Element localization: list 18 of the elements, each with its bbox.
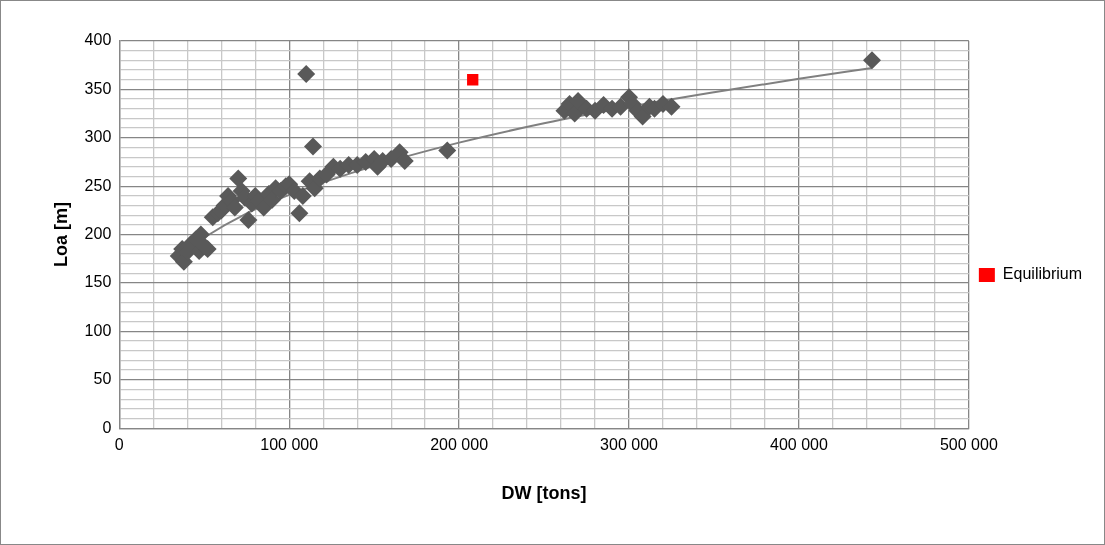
x-tick-label: 500 000 <box>939 436 998 454</box>
y-tick-label: 300 <box>84 128 112 146</box>
x-tick-label: 100 000 <box>260 436 319 454</box>
y-tick-label: 0 <box>102 418 112 436</box>
x-tick-label: 200 000 <box>430 436 489 454</box>
y-tick-label: 150 <box>84 273 112 291</box>
x-tick-label: 300 000 <box>600 436 659 454</box>
y-tick-label: 100 <box>84 321 112 339</box>
y-tick-label: 400 <box>84 31 112 49</box>
y-tick-label: 350 <box>84 79 112 97</box>
y-axis-title: Loa [m] <box>50 202 71 268</box>
x-axis-title: DW [tons] <box>501 483 587 504</box>
legend-label: Equilibrium <box>1002 265 1082 283</box>
y-tick-label: 50 <box>93 370 112 388</box>
y-tick-label: 200 <box>84 225 112 243</box>
y-tick-label: 250 <box>84 176 112 194</box>
x-tick-label: 0 <box>114 436 124 454</box>
x-tick-label: 400 000 <box>770 436 828 454</box>
